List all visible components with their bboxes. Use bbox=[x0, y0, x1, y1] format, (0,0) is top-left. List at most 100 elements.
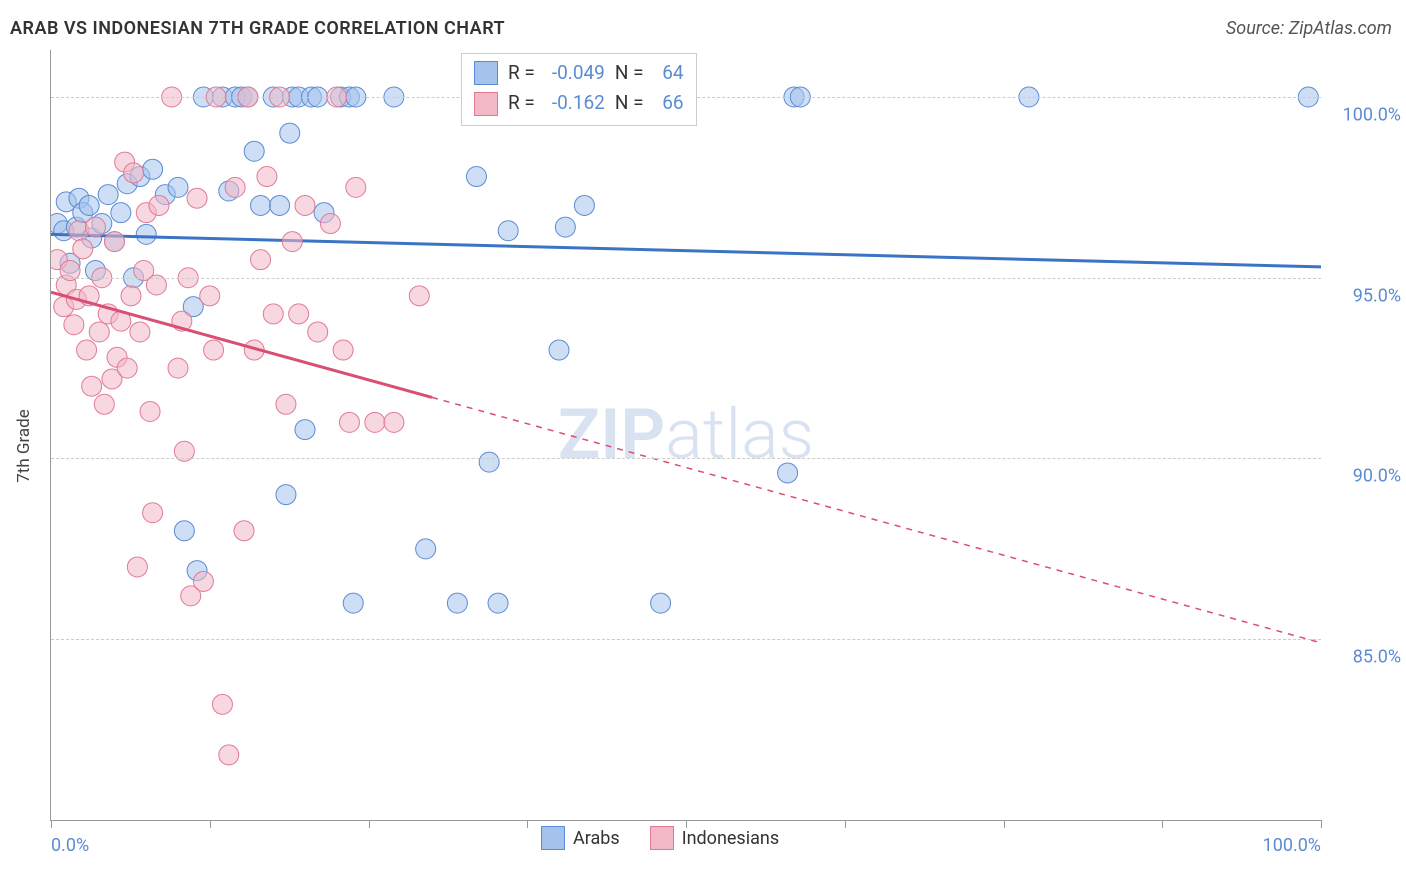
legend-item: Indonesians bbox=[650, 826, 779, 850]
legend-swatch bbox=[541, 826, 565, 850]
plot-area: ZIPatlas 85.0%90.0%95.0%100.0%0.0%100.0%… bbox=[50, 50, 1321, 821]
scatter-point-indonesians bbox=[225, 177, 245, 197]
scatter-point-indonesians bbox=[346, 177, 366, 197]
scatter-point-indonesians bbox=[64, 315, 84, 335]
scatter-point-arabs bbox=[343, 593, 363, 613]
x-tick bbox=[51, 820, 52, 828]
scatter-point-arabs bbox=[778, 463, 798, 483]
scatter-point-indonesians bbox=[295, 195, 315, 215]
scatter-point-indonesians bbox=[257, 167, 277, 187]
y-tick-label: 95.0% bbox=[1329, 285, 1401, 306]
scatter-point-arabs bbox=[479, 452, 499, 472]
x-tick bbox=[527, 820, 528, 828]
legend-swatch bbox=[474, 61, 498, 85]
scatter-point-indonesians bbox=[73, 239, 93, 259]
legend-n-label: N = bbox=[615, 88, 644, 118]
scatter-point-indonesians bbox=[89, 322, 109, 342]
x-tick bbox=[1321, 820, 1322, 828]
scatter-point-arabs bbox=[136, 224, 156, 244]
trend-line-dashed-indonesians bbox=[432, 397, 1321, 642]
scatter-point-arabs bbox=[280, 123, 300, 143]
scatter-point-indonesians bbox=[276, 394, 296, 414]
scatter-point-arabs bbox=[498, 221, 518, 241]
scatter-point-indonesians bbox=[117, 358, 137, 378]
scatter-point-arabs bbox=[79, 195, 99, 215]
scatter-point-indonesians bbox=[85, 217, 105, 237]
legend-series-name: Arabs bbox=[573, 828, 620, 849]
scatter-point-indonesians bbox=[289, 304, 309, 324]
scatter-point-indonesians bbox=[140, 402, 160, 422]
scatter-point-indonesians bbox=[143, 503, 163, 523]
scatter-point-indonesians bbox=[94, 394, 114, 414]
scatter-point-arabs bbox=[111, 203, 131, 223]
scatter-point-indonesians bbox=[219, 745, 239, 765]
scatter-point-arabs bbox=[270, 195, 290, 215]
gridline bbox=[51, 458, 1321, 459]
scatter-point-indonesians bbox=[308, 322, 328, 342]
y-tick-label: 100.0% bbox=[1329, 104, 1401, 125]
scatter-point-indonesians bbox=[251, 250, 271, 270]
scatter-point-indonesians bbox=[124, 163, 144, 183]
scatter-point-indonesians bbox=[204, 340, 224, 360]
scatter-point-arabs bbox=[466, 167, 486, 187]
scatter-point-arabs bbox=[276, 485, 296, 505]
chart-page: ARAB VS INDONESIAN 7TH GRADE CORRELATION… bbox=[0, 0, 1406, 892]
scatter-point-indonesians bbox=[77, 340, 97, 360]
scatter-point-indonesians bbox=[320, 214, 340, 234]
scatter-point-indonesians bbox=[105, 232, 125, 252]
trend-line-arabs bbox=[51, 234, 1321, 267]
x-tick bbox=[210, 820, 211, 828]
scatter-point-indonesians bbox=[333, 340, 353, 360]
scatter-point-indonesians bbox=[121, 286, 141, 306]
scatter-point-arabs bbox=[251, 195, 271, 215]
scatter-point-indonesians bbox=[193, 571, 213, 591]
scatter-point-indonesians bbox=[130, 322, 150, 342]
scatter-point-indonesians bbox=[384, 412, 404, 432]
legend-r-label: R = bbox=[508, 58, 535, 88]
legend-swatch bbox=[474, 92, 498, 116]
scatter-point-arabs bbox=[574, 195, 594, 215]
scatter-point-indonesians bbox=[339, 412, 359, 432]
x-tick-label: 100.0% bbox=[1263, 835, 1321, 856]
x-tick-label: 0.0% bbox=[51, 835, 89, 856]
legend-swatch bbox=[650, 826, 674, 850]
scatter-point-indonesians bbox=[212, 694, 232, 714]
scatter-point-arabs bbox=[143, 159, 163, 179]
y-tick-label: 90.0% bbox=[1329, 466, 1401, 487]
source-label: Source: ZipAtlas.com bbox=[1226, 18, 1392, 39]
legend-n-value: 64 bbox=[654, 58, 684, 88]
legend-stats-row: R = -0.162 N = 66 bbox=[474, 88, 684, 118]
scatter-point-arabs bbox=[549, 340, 569, 360]
scatter-point-arabs bbox=[651, 593, 671, 613]
scatter-point-indonesians bbox=[409, 286, 429, 306]
scatter-point-arabs bbox=[416, 539, 436, 559]
scatter-point-indonesians bbox=[82, 376, 102, 396]
gridline bbox=[51, 278, 1321, 279]
scatter-point-arabs bbox=[168, 177, 188, 197]
scatter-point-indonesians bbox=[234, 521, 254, 541]
x-tick bbox=[845, 820, 846, 828]
scatter-point-indonesians bbox=[168, 358, 188, 378]
scatter-point-arabs bbox=[295, 420, 315, 440]
legend-r-value: -0.162 bbox=[545, 88, 605, 118]
legend-stats-row: R =-0.049N =64 bbox=[474, 58, 684, 88]
scatter-canvas bbox=[51, 50, 1321, 820]
legend-item: Arabs bbox=[541, 826, 620, 850]
scatter-point-arabs bbox=[488, 593, 508, 613]
legend-n-value: 66 bbox=[654, 88, 684, 118]
scatter-point-indonesians bbox=[282, 232, 302, 252]
legend-r-label: R = bbox=[508, 88, 535, 118]
legend-bottom: Arabs Indonesians bbox=[541, 826, 779, 850]
legend-series-name: Indonesians bbox=[682, 828, 779, 849]
scatter-point-indonesians bbox=[127, 557, 147, 577]
x-tick bbox=[1162, 820, 1163, 828]
scatter-point-arabs bbox=[98, 185, 118, 205]
scatter-point-arabs bbox=[447, 593, 467, 613]
x-tick bbox=[1004, 820, 1005, 828]
scatter-point-indonesians bbox=[200, 286, 220, 306]
gridline bbox=[51, 639, 1321, 640]
x-tick bbox=[369, 820, 370, 828]
scatter-point-indonesians bbox=[149, 195, 169, 215]
scatter-point-arabs bbox=[555, 217, 575, 237]
scatter-point-arabs bbox=[244, 141, 264, 161]
